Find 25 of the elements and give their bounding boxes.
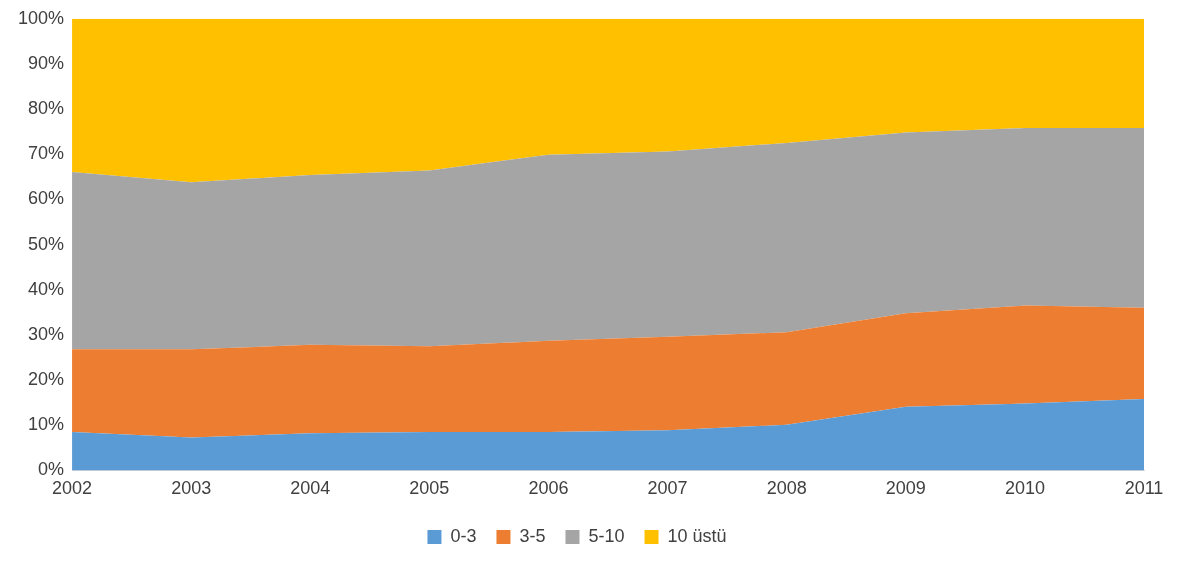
x-tick-label: 2006 — [528, 478, 569, 499]
legend-label: 0-3 — [450, 525, 477, 546]
y-tick-label: 30% — [28, 323, 65, 344]
y-tick-label: 10% — [28, 414, 65, 435]
legend-label: 5-10 — [588, 525, 625, 546]
x-tick-label: 2002 — [52, 478, 93, 499]
x-tick-label: 2004 — [290, 478, 331, 499]
x-tick-label: 2005 — [409, 478, 450, 499]
legend-label: 3-5 — [519, 525, 546, 546]
y-tick-label: 70% — [28, 143, 65, 164]
legend-label: 10 üstü — [667, 525, 727, 546]
y-tick-label: 60% — [28, 188, 65, 209]
y-tick-label: 50% — [28, 233, 65, 254]
x-tick-label: 2007 — [647, 478, 688, 499]
y-tick-label: 100% — [17, 7, 65, 28]
y-tick-label: 0% — [38, 459, 65, 480]
y-tick-label: 80% — [28, 98, 65, 119]
x-tick-label: 2008 — [766, 478, 807, 499]
x-tick-label: 2011 — [1124, 478, 1164, 499]
y-tick-label: 20% — [28, 369, 65, 390]
y-tick-label: 90% — [28, 52, 65, 73]
x-tick-label: 2009 — [885, 478, 926, 499]
x-tick-label: 2003 — [171, 478, 212, 499]
x-tick-label: 2010 — [1004, 478, 1045, 499]
y-tick-label: 40% — [28, 278, 65, 299]
